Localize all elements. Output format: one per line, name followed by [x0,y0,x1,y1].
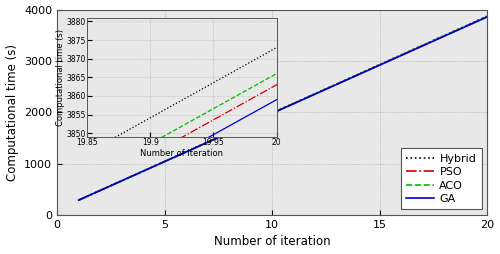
GA [484,15,490,18]
Legend: Hybrid, PSO, ACO, GA: Hybrid, PSO, ACO, GA [400,148,482,210]
ACO [96,189,102,192]
PSO [96,189,102,192]
GA [274,109,280,113]
X-axis label: Number of iteration: Number of iteration [214,235,330,248]
GA [76,199,82,202]
ACO [274,109,280,112]
PSO [398,54,404,57]
ACO [484,15,490,18]
ACO [264,114,270,117]
ACO [76,199,82,202]
Hybrid [96,189,102,192]
Hybrid [472,20,478,23]
Hybrid [264,114,270,117]
GA [96,189,102,192]
Hybrid [274,109,280,112]
Line: ACO: ACO [78,17,488,200]
Line: GA: GA [78,17,488,200]
Line: PSO: PSO [78,17,488,200]
Y-axis label: Computational time (s): Computational time (s) [6,44,18,181]
PSO [76,199,82,202]
Hybrid [472,20,478,23]
GA [264,114,270,117]
GA [398,54,404,57]
Hybrid [398,54,404,57]
ACO [472,20,478,23]
GA [472,21,478,24]
PSO [472,20,478,23]
PSO [484,15,490,18]
PSO [472,21,478,24]
Hybrid [76,199,82,202]
ACO [398,54,404,57]
Line: Hybrid: Hybrid [78,16,488,200]
Hybrid [484,14,490,18]
PSO [264,114,270,117]
ACO [472,20,478,23]
GA [472,21,478,24]
PSO [274,109,280,113]
